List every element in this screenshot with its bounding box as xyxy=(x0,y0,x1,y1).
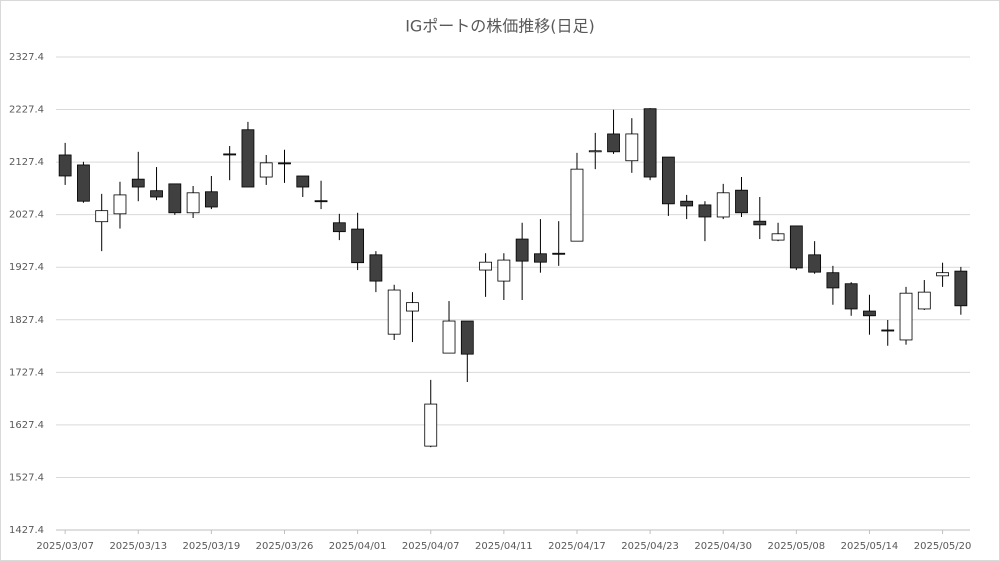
candle-body xyxy=(625,133,639,162)
candle-body xyxy=(259,162,273,178)
candle-body xyxy=(497,259,511,282)
candle-body xyxy=(698,204,712,218)
x-tick-label: 2025/05/14 xyxy=(841,541,899,552)
y-tick-label: 2327.4 xyxy=(9,52,44,63)
candle-body xyxy=(588,150,602,153)
candle-body xyxy=(113,194,127,215)
candle-body xyxy=(332,222,346,233)
x-tick-label: 2025/04/23 xyxy=(621,541,679,552)
candle-body xyxy=(534,253,547,263)
x-tick-label: 2025/05/08 xyxy=(768,541,826,552)
y-tick-label: 2227.4 xyxy=(9,105,44,116)
candle-body xyxy=(607,133,620,153)
candle-body xyxy=(460,320,474,355)
x-tick-label: 2025/03/26 xyxy=(256,541,314,552)
y-tick-label: 1727.4 xyxy=(9,367,44,378)
x-tick-label: 2025/03/13 xyxy=(109,541,167,552)
candle-body xyxy=(826,272,840,289)
candle-body xyxy=(131,178,145,188)
x-tick-label: 2025/04/01 xyxy=(329,541,387,552)
candle-body xyxy=(204,191,218,208)
y-tick-label: 1827.4 xyxy=(9,315,44,326)
candle-body xyxy=(424,403,438,447)
candle-body xyxy=(387,289,401,335)
candle-body xyxy=(314,200,328,203)
candle-body xyxy=(808,254,822,273)
x-tick-label: 2025/04/07 xyxy=(402,541,460,552)
candle-body xyxy=(716,192,730,218)
candle-body xyxy=(278,162,291,165)
candle-body xyxy=(753,220,767,226)
candle-body xyxy=(844,283,858,310)
y-tick-label: 2027.4 xyxy=(9,210,44,221)
candle-body xyxy=(351,228,365,264)
candle-body xyxy=(661,156,675,205)
candle-body xyxy=(406,302,419,312)
y-tick-label: 1427.4 xyxy=(9,525,44,536)
candle-body xyxy=(643,108,657,178)
candle-body xyxy=(186,192,200,214)
candle-body xyxy=(58,154,72,177)
y-tick-label: 1627.4 xyxy=(9,420,44,431)
x-tick-label: 2025/04/30 xyxy=(694,541,752,552)
candle-body xyxy=(789,225,803,269)
x-tick-label: 2025/04/11 xyxy=(475,541,533,552)
candle-body xyxy=(936,272,949,277)
candle-body xyxy=(241,129,255,188)
x-tick-label: 2025/03/19 xyxy=(183,541,241,552)
y-tick-label: 1927.4 xyxy=(9,262,44,273)
candle-body xyxy=(771,233,785,241)
candle-body xyxy=(150,190,163,198)
y-tick-label: 1527.4 xyxy=(9,472,44,483)
candle-body xyxy=(369,254,383,282)
candle-body xyxy=(77,164,90,202)
x-tick-label: 2025/05/20 xyxy=(914,541,972,552)
x-tick-label: 2025/04/17 xyxy=(548,541,606,552)
candle-body xyxy=(515,238,529,262)
y-tick-label: 2127.4 xyxy=(9,157,44,168)
candle-body xyxy=(899,292,913,341)
candle-body xyxy=(442,320,456,354)
candle-body xyxy=(954,270,968,307)
candle-body xyxy=(570,168,584,242)
candle-body xyxy=(917,291,931,310)
candle-body xyxy=(552,252,566,255)
candle-body xyxy=(680,200,694,207)
candle-body xyxy=(863,310,876,317)
candle-body xyxy=(735,189,748,214)
candle-body xyxy=(881,329,895,332)
x-tick-label: 2025/03/07 xyxy=(36,541,94,552)
candle-body xyxy=(479,261,492,271)
candle-body xyxy=(95,210,109,223)
candle-body xyxy=(223,153,237,156)
candle-body xyxy=(296,175,310,188)
candle-body xyxy=(168,183,182,214)
chart-title: IGポートの株価推移(日足) xyxy=(405,17,595,36)
